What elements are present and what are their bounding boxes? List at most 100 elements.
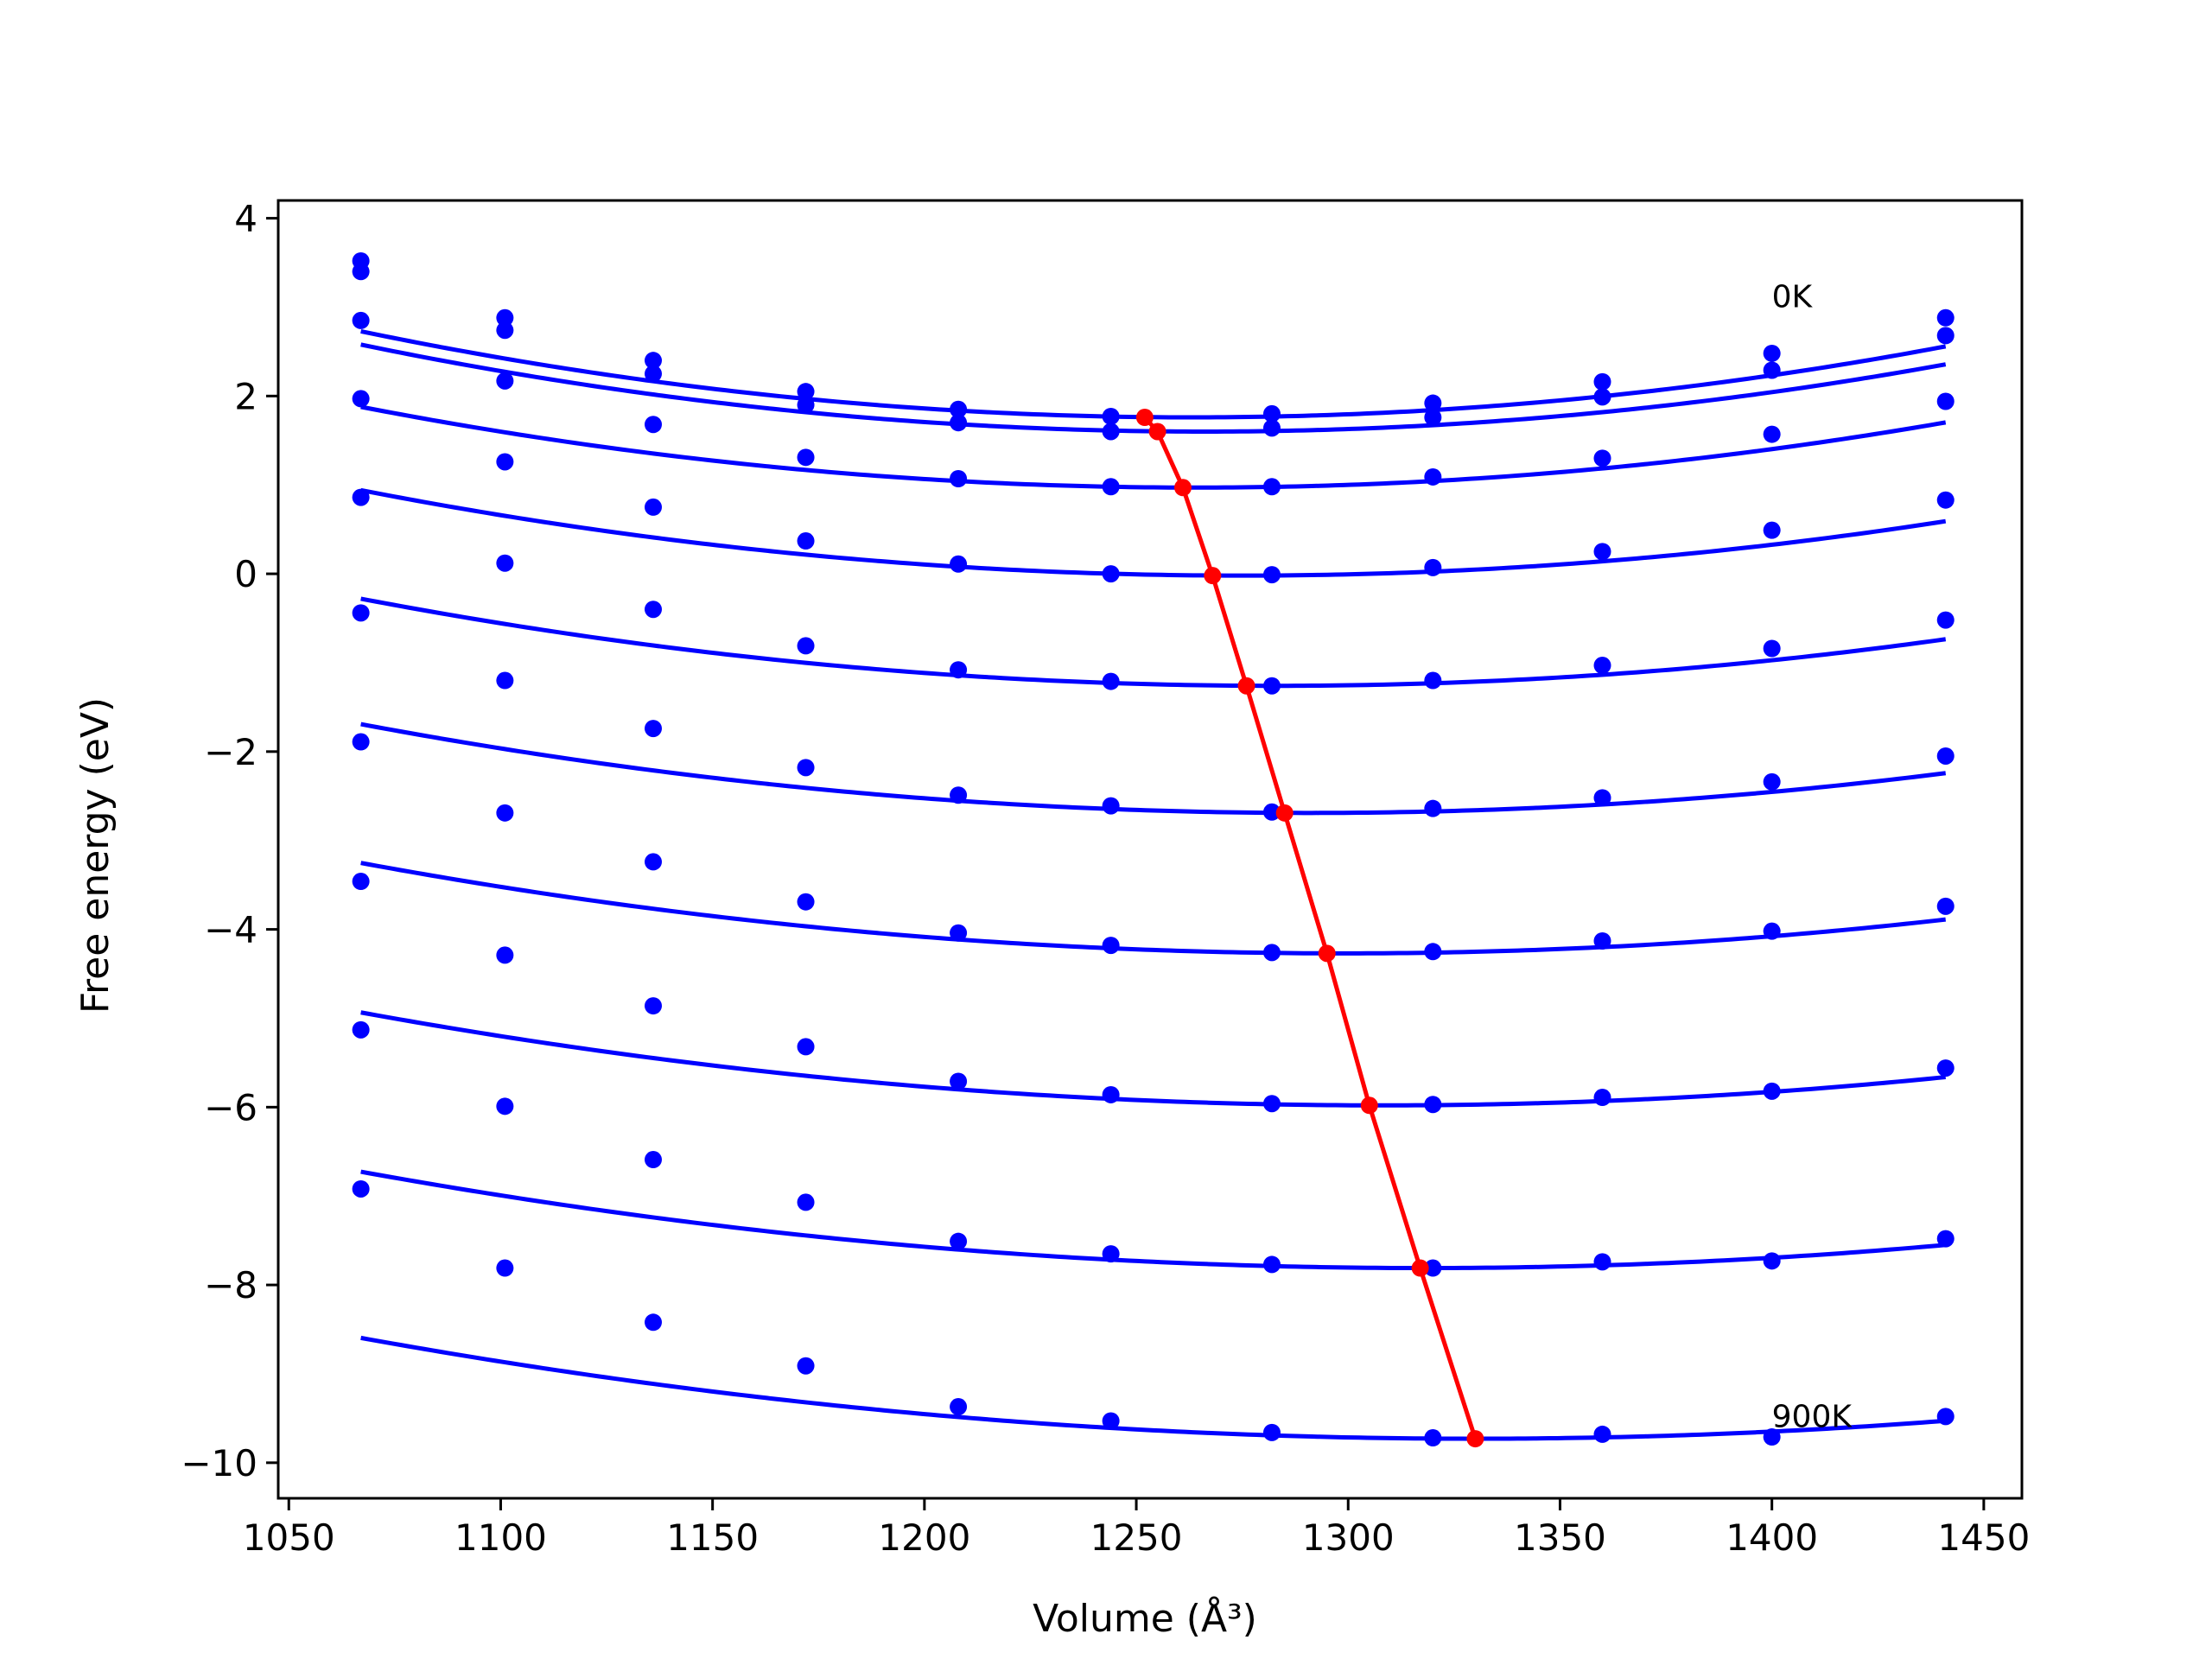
data-point <box>1262 1423 1281 1441</box>
data-point <box>496 372 514 390</box>
data-point <box>1763 361 1781 379</box>
data-point <box>645 365 663 383</box>
data-point <box>1936 491 1955 509</box>
data-point <box>1593 388 1611 406</box>
data-point <box>1102 478 1120 496</box>
data-point <box>645 416 663 434</box>
data-point <box>496 453 514 471</box>
data-point <box>1102 565 1120 583</box>
series-8 <box>352 1020 1955 1277</box>
data-point <box>1936 1059 1955 1077</box>
data-point <box>1424 1096 1442 1114</box>
data-point <box>950 661 968 679</box>
data-point <box>950 555 968 573</box>
data-point <box>797 759 815 777</box>
data-point <box>1424 409 1442 427</box>
plot-area <box>352 251 1955 1448</box>
data-point <box>1593 1253 1611 1271</box>
data-point <box>1763 1252 1781 1270</box>
data-point <box>1593 543 1611 561</box>
data-point <box>496 1097 514 1116</box>
data-point <box>1102 937 1120 955</box>
fit-curve-9 <box>360 1335 1946 1441</box>
data-point <box>352 488 370 506</box>
y-axis: 4 2 0 −2 −4 −6 −8 −10 <box>181 198 278 1484</box>
x-tick-label: 1150 <box>666 1516 759 1559</box>
data-point <box>1593 449 1611 467</box>
data-point <box>496 946 514 964</box>
minimum-point <box>1148 423 1166 441</box>
data-point <box>1936 1230 1955 1248</box>
fit-curve-5 <box>360 721 1947 816</box>
fit-curve-4 <box>360 596 1947 689</box>
x-tick-label: 1450 <box>1937 1516 2030 1559</box>
minimum-line <box>1143 416 1478 1440</box>
data-point <box>352 263 370 281</box>
data-point <box>645 498 663 516</box>
data-point <box>950 1398 968 1416</box>
data-point <box>950 1232 968 1250</box>
data-point <box>950 924 968 942</box>
data-point <box>1262 404 1281 423</box>
series-4 <box>352 488 1955 695</box>
data-point <box>496 804 514 822</box>
x-tick-label: 1300 <box>1302 1516 1395 1559</box>
data-point <box>1936 1408 1955 1426</box>
fit-curve-3 <box>360 487 1947 578</box>
data-point <box>950 786 968 804</box>
minimum-point <box>1411 1259 1429 1277</box>
data-point <box>797 893 815 911</box>
minimum-point <box>1275 804 1294 822</box>
data-point <box>1593 657 1611 675</box>
data-point <box>645 352 663 370</box>
data-point <box>1424 1429 1442 1447</box>
minimum-point <box>1174 479 1192 497</box>
data-point <box>950 470 968 488</box>
data-point <box>1936 308 1955 327</box>
fit-curve-6 <box>360 861 1947 956</box>
y-tick-label: −10 <box>181 1442 257 1484</box>
y-tick-label: −4 <box>204 909 257 951</box>
data-point <box>1936 327 1955 345</box>
x-tick-label: 1250 <box>1090 1516 1183 1559</box>
data-point <box>797 1038 815 1056</box>
data-point <box>496 671 514 690</box>
fit-curve-8 <box>360 1169 1946 1271</box>
data-point <box>1763 1428 1781 1446</box>
data-point <box>645 997 663 1015</box>
fit-curve-2 <box>360 404 1947 490</box>
data-point <box>1424 467 1442 486</box>
data-point <box>1593 1089 1611 1107</box>
data-point <box>797 1193 815 1211</box>
data-point <box>352 873 370 891</box>
data-point <box>950 414 968 432</box>
series-5 <box>352 604 1955 821</box>
annotations: 0K 900K <box>1772 279 1853 1434</box>
data-point <box>1102 423 1120 441</box>
data-point <box>1102 1245 1120 1263</box>
x-tick-label: 1200 <box>878 1516 970 1559</box>
series-3 <box>352 390 1955 584</box>
minimum-point <box>1466 1430 1484 1448</box>
data-point <box>1593 931 1611 950</box>
data-point <box>352 390 370 408</box>
y-tick-label: 4 <box>234 198 257 240</box>
data-point <box>1424 799 1442 817</box>
x-axis: 1050 1100 1150 1200 1250 1300 1350 1400 1450 <box>243 1498 2030 1559</box>
data-point <box>1936 392 1955 410</box>
series-6 <box>352 733 1955 962</box>
data-point <box>645 601 663 619</box>
y-tick-label: 2 <box>234 375 257 417</box>
minimum-point <box>1318 944 1336 963</box>
x-tick-label: 1350 <box>1514 1516 1606 1559</box>
data-point <box>797 383 815 401</box>
data-point <box>1424 558 1442 576</box>
x-tick-label: 1100 <box>454 1516 547 1559</box>
data-point <box>1763 772 1781 791</box>
data-point <box>797 396 815 414</box>
data-point <box>1936 747 1955 765</box>
data-point <box>1763 344 1781 362</box>
y-tick-label: −8 <box>204 1264 257 1306</box>
data-point <box>1102 407 1120 425</box>
data-point <box>1593 1425 1611 1443</box>
